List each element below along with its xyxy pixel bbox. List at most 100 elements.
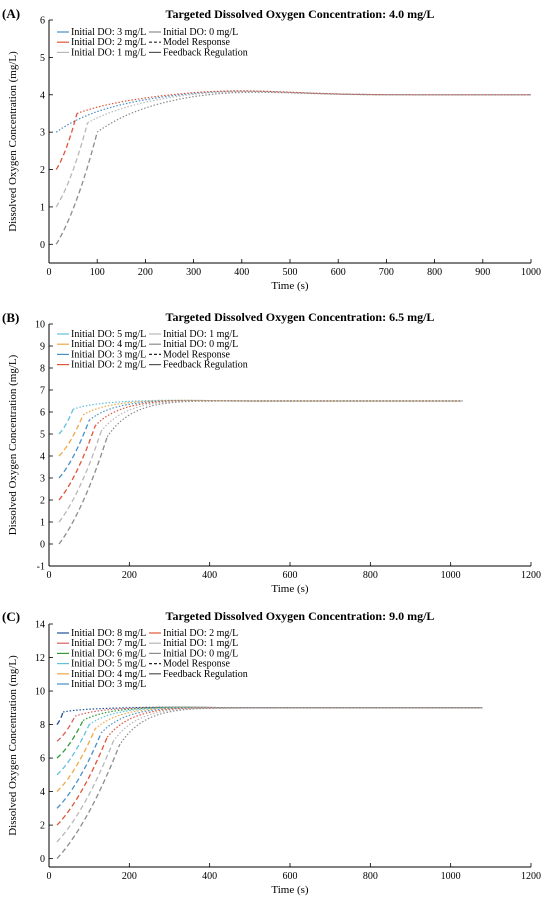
series-do-3 xyxy=(56,91,530,132)
x-tick-label: 400 xyxy=(202,871,217,882)
model-response-line xyxy=(56,123,87,207)
x-tick-label: 800 xyxy=(363,871,378,882)
x-tick-label: 1000 xyxy=(441,871,461,882)
feedback-regulation-line xyxy=(95,708,481,729)
y-tick-label: 6 xyxy=(40,754,45,765)
x-tick-label: 200 xyxy=(138,267,153,278)
panel-label: (C) xyxy=(2,609,20,624)
x-tick-label: 300 xyxy=(186,267,201,278)
x-tick-label: 900 xyxy=(475,267,490,278)
legend-label: Feedback Regulation xyxy=(163,47,248,58)
series-do-3 xyxy=(57,708,482,809)
feedback-regulation-line xyxy=(89,401,463,421)
model-response-line xyxy=(57,725,89,775)
model-response-line xyxy=(56,132,97,244)
legend-item: Feedback Regulation xyxy=(149,47,248,58)
x-tick-label: 600 xyxy=(283,570,298,581)
x-tick-label: 800 xyxy=(427,267,442,278)
x-tick-label: 1000 xyxy=(441,570,461,581)
legend-item: Initial DO: 2 mg/L xyxy=(57,360,146,371)
series-do-0 xyxy=(57,708,481,859)
y-tick-label: 14 xyxy=(35,620,45,631)
feedback-regulation-line xyxy=(101,401,463,431)
y-tick-label: 5 xyxy=(40,53,45,64)
x-axis-label: Time (s) xyxy=(271,884,309,896)
model-response-line xyxy=(57,712,63,725)
series-do-0 xyxy=(56,92,531,244)
model-response-line xyxy=(57,733,101,808)
model-response-line xyxy=(57,741,113,842)
series-do-1 xyxy=(56,92,530,207)
feedback-regulation-line xyxy=(73,400,461,409)
x-tick-label: 600 xyxy=(283,871,298,882)
y-tick-label: 9 xyxy=(40,342,45,353)
legend-label: Initial DO: 1 mg/L xyxy=(71,47,146,58)
feedback-regulation-line xyxy=(107,708,481,737)
feedback-regulation-line xyxy=(119,708,481,746)
model-response-line xyxy=(59,409,73,434)
x-tick-label: 400 xyxy=(234,267,249,278)
series-do-5 xyxy=(57,708,482,775)
model-response-line xyxy=(57,746,119,859)
y-tick-label: 10 xyxy=(35,320,45,331)
x-tick-label: 200 xyxy=(122,871,137,882)
y-tick-label: 2 xyxy=(40,165,45,176)
model-response-line xyxy=(59,415,83,456)
legend-label: Feedback Regulation xyxy=(163,360,248,371)
legend-item: Initial DO: 3 mg/L xyxy=(57,679,146,690)
chart-panel-c: (C) Targeted Dissolved Oxygen Concentrati… xyxy=(2,609,541,896)
chart-title: Targeted Dissolved Oxygen Concentration:… xyxy=(166,7,435,21)
y-axis-label: Dissolved Oxygen Concentration (mg/L) xyxy=(7,655,19,836)
y-tick-label: 4 xyxy=(40,90,45,101)
chart-title: Targeted Dissolved Oxygen Concentration:… xyxy=(166,609,435,623)
series-do-3 xyxy=(59,401,463,478)
panel-label: (B) xyxy=(2,310,19,325)
y-tick-label: 2 xyxy=(40,821,45,832)
legend-label: Initial DO: 3 mg/L xyxy=(71,679,146,690)
x-tick-label: 600 xyxy=(331,267,346,278)
y-tick-label: 6 xyxy=(40,408,45,419)
y-tick-label: 7 xyxy=(40,386,45,397)
y-tick-label: 2 xyxy=(40,496,45,507)
feedback-regulation-line xyxy=(56,91,530,132)
feedback-regulation-line xyxy=(83,400,461,414)
legend-label: Initial DO: 2 mg/L xyxy=(71,360,146,371)
x-tick-label: 700 xyxy=(379,267,394,278)
series-do-2 xyxy=(57,708,481,825)
series-do-8 xyxy=(57,707,482,724)
x-axis-label: Time (s) xyxy=(271,280,309,292)
chart-panel-b: (B) Targeted Dissolved Oxygen Concentrati… xyxy=(2,310,541,595)
legend-item: Feedback Regulation xyxy=(149,669,248,680)
model-response-line xyxy=(59,420,89,478)
y-tick-label: 10 xyxy=(35,687,45,698)
feedback-regulation-line xyxy=(113,708,482,742)
chart-panel-a: (A) Targeted Dissolved Oxygen Concentrati… xyxy=(2,6,541,292)
panel-label: (A) xyxy=(2,6,20,21)
y-tick-label: 8 xyxy=(40,364,45,375)
y-tick-label: 1 xyxy=(40,202,45,213)
x-tick-label: 400 xyxy=(202,570,217,581)
x-tick-label: 0 xyxy=(47,267,52,278)
legend-item: Initial DO: 1 mg/L xyxy=(57,47,146,58)
legend-item: Feedback Regulation xyxy=(149,360,248,371)
x-tick-label: 200 xyxy=(122,570,137,581)
series-do-4 xyxy=(57,708,481,792)
legend: Initial DO: 5 mg/L Initial DO: 1 mg/LInit… xyxy=(57,329,248,371)
x-tick-label: 0 xyxy=(47,570,52,581)
legend-label: Feedback Regulation xyxy=(163,669,248,680)
y-tick-label: 1 xyxy=(40,518,45,529)
x-tick-label: 800 xyxy=(363,570,378,581)
y-tick-label: 4 xyxy=(40,787,45,798)
y-tick-label: 3 xyxy=(40,474,45,485)
y-tick-label: 6 xyxy=(40,16,45,27)
y-tick-label: 0 xyxy=(40,240,45,251)
y-axis-label: Dissolved Oxygen Concentration (mg/L) xyxy=(7,354,19,535)
series-do-1 xyxy=(59,401,463,522)
legend: Initial DO: 8 mg/L Initial DO: 2 mg/LInit… xyxy=(57,628,248,690)
y-axis-label: Dissolved Oxygen Concentration (mg/L) xyxy=(7,51,19,232)
x-tick-label: 1200 xyxy=(521,570,541,581)
series-do-0 xyxy=(59,401,462,544)
y-tick-label: 0 xyxy=(40,854,45,865)
x-tick-label: 500 xyxy=(283,267,298,278)
y-tick-label: 3 xyxy=(40,128,45,139)
